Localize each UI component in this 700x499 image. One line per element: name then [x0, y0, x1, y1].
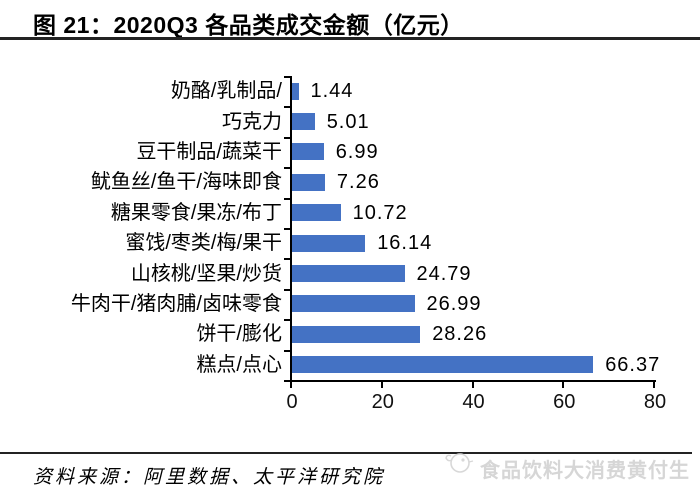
category-label: 豆干制品/蔬菜干 [136, 140, 282, 163]
bar-track: 7.26 [292, 167, 655, 197]
bar [292, 356, 594, 374]
x-axis-tick [380, 382, 383, 388]
bar [292, 295, 415, 313]
category-label: 奶酪/乳制品/ [170, 80, 282, 103]
bar [292, 173, 325, 191]
bar-row: 巧克力 5.01 [0, 106, 700, 136]
bar [292, 82, 299, 100]
value-label: 26.99 [426, 292, 482, 315]
watermark: 食品饮料大消费黄付生 [443, 452, 690, 483]
source-note: 资料来源：阿里数据、太平洋研究院 [33, 467, 386, 488]
value-label: 10.72 [352, 201, 408, 224]
y-axis-tick [284, 106, 290, 109]
x-axis-tick [471, 382, 474, 388]
value-label: 6.99 [335, 140, 379, 163]
watermark-logo-icon [443, 448, 475, 480]
footer-divider [0, 452, 692, 454]
bar-row: 蜜饯/枣类/梅/果干 16.14 [0, 228, 700, 258]
y-axis-tick [284, 167, 290, 170]
category-label: 巧克力 [222, 110, 282, 133]
bar [292, 325, 421, 343]
bar [292, 113, 315, 131]
header-divider [0, 37, 700, 40]
value-label: 16.14 [377, 232, 433, 255]
bar [292, 143, 324, 161]
y-axis-tick [284, 319, 290, 322]
y-axis-tick [284, 197, 290, 200]
x-axis-labels: 0 20 40 60 80 [286, 391, 666, 416]
watermark-text: 食品饮料大消费黄付生 [480, 460, 690, 482]
y-axis-tick [284, 288, 290, 291]
category-label: 鱿鱼丝/鱼干/海味即食 [90, 171, 282, 194]
y-axis-tick [284, 258, 290, 261]
x-axis-tick [562, 382, 565, 388]
bar-track: 6.99 [292, 137, 655, 167]
x-tick-label: 80 [643, 391, 667, 413]
bar-row: 豆干制品/蔬菜干 6.99 [0, 137, 700, 167]
y-axis-tick [284, 136, 290, 139]
category-label: 蜜饯/枣类/梅/果干 [125, 232, 282, 255]
category-label: 牛肉干/猪肉脯/卤味零食 [70, 292, 282, 315]
value-label: 28.26 [432, 323, 488, 346]
bar-track: 26.99 [292, 289, 655, 319]
bar-row: 糕点/点心 66.37 [0, 350, 700, 380]
bar-row: 饼干/膨化 28.26 [0, 319, 700, 349]
x-axis-tick [653, 382, 655, 388]
category-label: 山核桃/坚果/炒货 [130, 262, 282, 285]
figure-title: 图 21：2020Q3 各品类成交金额（亿元） [33, 12, 464, 38]
value-label: 66.37 [605, 353, 661, 376]
y-axis-tick [284, 380, 290, 382]
bar-row: 牛肉干/猪肉脯/卤味零食 26.99 [0, 289, 700, 319]
bar [292, 265, 405, 283]
figure-header: 图 21：2020Q3 各品类成交金额（亿元） [0, 0, 700, 40]
x-tick-label: 40 [462, 391, 485, 413]
bar [292, 234, 366, 252]
value-label: 7.26 [336, 171, 380, 194]
bar [292, 204, 341, 222]
category-label: 糖果零食/果冻/布丁 [110, 201, 282, 224]
bar-row: 鱿鱼丝/鱼干/海味即食 7.26 [0, 167, 700, 197]
category-label: 糕点/点心 [196, 353, 282, 376]
bar-row: 奶酪/乳制品/ 1.44 [0, 76, 700, 106]
value-label: 24.79 [416, 262, 472, 285]
x-tick-label: 0 [286, 391, 298, 413]
y-axis-tick [284, 349, 290, 352]
value-label: 5.01 [326, 110, 370, 133]
bar-track: 66.37 [292, 350, 659, 380]
bar-row: 山核桃/坚果/炒货 24.79 [0, 258, 700, 288]
x-tick-label: 20 [371, 391, 394, 413]
bar-track: 16.14 [292, 228, 655, 258]
bar-row: 糖果零食/果冻/布丁 10.72 [0, 198, 700, 228]
value-label: 1.44 [310, 80, 354, 103]
bar-track: 10.72 [292, 198, 655, 228]
y-axis-line [290, 76, 292, 382]
plot-rows: 奶酪/乳制品/ 1.44 巧克力 5.01 豆干制品/蔬菜干 6.99 鱿鱼丝/… [0, 76, 700, 380]
y-axis-tick [284, 76, 290, 78]
category-label: 饼干/膨化 [196, 323, 282, 346]
bar-track: 28.26 [292, 319, 655, 349]
y-axis-tick [284, 228, 290, 230]
bar-track: 5.01 [292, 106, 655, 136]
figure-footer: 资料来源：阿里数据、太平洋研究院 食品饮料大消费黄付生 [0, 452, 700, 499]
x-axis-line [290, 380, 656, 382]
bar-chart: 奶酪/乳制品/ 1.44 巧克力 5.01 豆干制品/蔬菜干 6.99 鱿鱼丝/… [0, 76, 700, 412]
bar-track: 24.79 [292, 258, 655, 288]
x-axis-tick [290, 382, 292, 388]
x-tick-label: 60 [553, 391, 576, 413]
bar-track: 1.44 [292, 76, 655, 106]
